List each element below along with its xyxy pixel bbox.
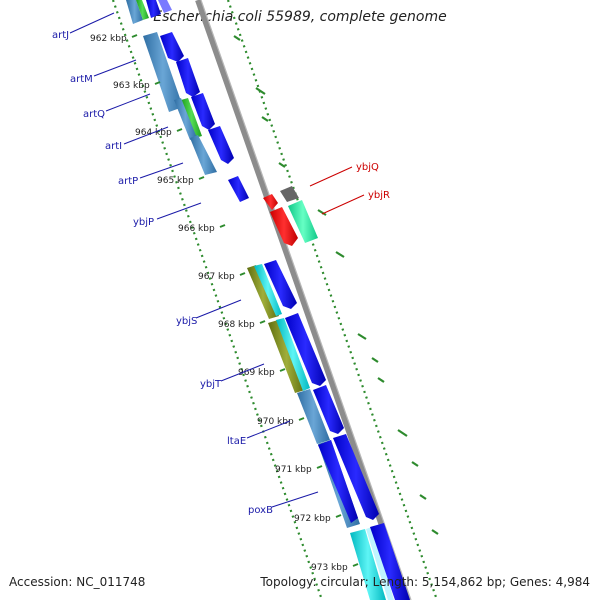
- kbp-tick-label: 967 kbp: [198, 272, 235, 282]
- feature-block-ybjT-cyan: [276, 318, 310, 391]
- gene-label-ybjP[interactable]: ybjP: [133, 217, 154, 228]
- gene-label-ltaE[interactable]: ltaE: [227, 436, 246, 447]
- gene-leader-line: [93, 59, 137, 77]
- cds-ybjQ-gray: [280, 186, 299, 202]
- gene-labels-forward: artJ artM artQ artI artP ybjP ybjS ybjT ltaE poxB: [52, 12, 319, 516]
- kbp-tick-mark: [176, 128, 183, 132]
- gene-label-artJ[interactable]: artJ: [52, 30, 69, 41]
- feature-block-ltaE: [297, 389, 330, 444]
- kbp-tick-mark: [298, 417, 305, 421]
- kbp-tick-label: 971 kbp: [275, 465, 312, 475]
- gene-label-ybjQ[interactable]: ybjQ: [356, 162, 379, 173]
- cds-artI: [191, 93, 215, 130]
- cds-ltaE: [313, 385, 344, 434]
- kbp-tick-mark: [198, 176, 205, 180]
- feature-block-artQ: [174, 98, 197, 140]
- gene-leader-line: [309, 166, 353, 187]
- kbp-tick-mark: [154, 81, 161, 85]
- ruler-line: [111, 0, 324, 600]
- backbone: [195, 0, 412, 600]
- feature-block-ybjS-olive: [247, 265, 279, 319]
- feature-blocks: [126, 0, 394, 600]
- feature-block-artJ: [126, 0, 143, 24]
- cds-ybjR: [288, 200, 318, 243]
- feature-block-ybjS-cyan: [254, 264, 282, 316]
- gc-plot-dashes: [233, 35, 439, 535]
- cds-ybjT: [285, 313, 326, 386]
- feature-block-artI: [190, 135, 217, 175]
- kbp-tick-label: 973 kbp: [311, 563, 348, 573]
- kbp-tick-mark: [239, 272, 246, 276]
- kbp-tick-mark: [316, 465, 323, 469]
- feature-block-artM: [143, 32, 183, 112]
- gc-content-line: [226, 0, 439, 600]
- kbp-tick-label: 962 kbp: [90, 34, 127, 44]
- feature-block-artJ-green: [136, 0, 149, 20]
- cds-ybjS: [264, 260, 297, 309]
- cds-ybjQ-small: [263, 194, 278, 210]
- gene-leader-line: [271, 491, 319, 508]
- gene-label-ybjR[interactable]: ybjR: [368, 190, 390, 201]
- cds-reverse: [263, 186, 318, 246]
- kbp-tick-label: 963 kbp: [113, 81, 150, 91]
- cds-artQ: [176, 58, 200, 97]
- gene-labels-reverse: ybjQ ybjR: [309, 162, 390, 215]
- kbp-tick-label: 968 kbp: [218, 320, 255, 330]
- gene-leader-line: [321, 194, 365, 215]
- kbp-tick-mark: [335, 514, 342, 518]
- cds-ybjP: [228, 176, 249, 202]
- cds-forward: [146, 0, 410, 600]
- gene-leader-line: [220, 363, 265, 382]
- cds-poxB-a: [318, 440, 358, 523]
- gene-leader-line: [105, 93, 151, 112]
- gene-leader-line: [69, 12, 115, 34]
- gene-leader-line: [123, 126, 169, 145]
- feature-block-next-cyan: [350, 529, 386, 600]
- gene-label-artP[interactable]: artP: [118, 176, 138, 187]
- kbp-tick-label: 970 kbp: [257, 417, 294, 427]
- cds-artM: [160, 32, 184, 62]
- cds-poxB-b: [333, 434, 379, 520]
- feature-block-ybjT-olive: [268, 320, 305, 393]
- kbp-tick-label: 966 kbp: [178, 224, 215, 234]
- kbp-tick-label: 965 kbp: [157, 176, 194, 186]
- kbp-tick-label: 972 kbp: [294, 514, 331, 524]
- gene-leader-line: [246, 420, 291, 439]
- gene-label-ybjS[interactable]: ybjS: [176, 316, 197, 327]
- kbp-tick-mark: [352, 563, 359, 567]
- gene-label-artM[interactable]: artM: [70, 74, 93, 85]
- cds-artP: [208, 126, 234, 164]
- feature-block-next-mint: [366, 527, 394, 600]
- gene-label-artI[interactable]: artI: [105, 141, 122, 152]
- gene-leader-line: [156, 202, 202, 220]
- kbp-tick-label: 969 kbp: [238, 368, 275, 378]
- gene-label-poxB[interactable]: poxB: [248, 505, 273, 516]
- cds-artJ: [146, 0, 161, 18]
- kbp-tick-mark: [259, 320, 266, 324]
- kbp-tick-mark: [131, 34, 138, 38]
- gene-label-ybjT[interactable]: ybjT: [200, 379, 222, 390]
- map-title: Escherichia coli 55989, complete genome: [153, 9, 447, 25]
- cds-ybjQ: [270, 207, 298, 246]
- gene-leader-line: [195, 299, 242, 319]
- kbp-tick-mark: [219, 224, 226, 228]
- gene-leader-line: [139, 162, 184, 179]
- accession-label: Accession: NC_011748: [9, 575, 146, 589]
- kbp-tick-mark: [279, 368, 286, 372]
- genome-summary: Topology: circular; Length: 5,154,862 bp…: [260, 575, 590, 589]
- cds-next: [370, 523, 410, 600]
- feature-block-artQ-green: [181, 98, 202, 138]
- gene-label-artQ[interactable]: artQ: [83, 109, 105, 120]
